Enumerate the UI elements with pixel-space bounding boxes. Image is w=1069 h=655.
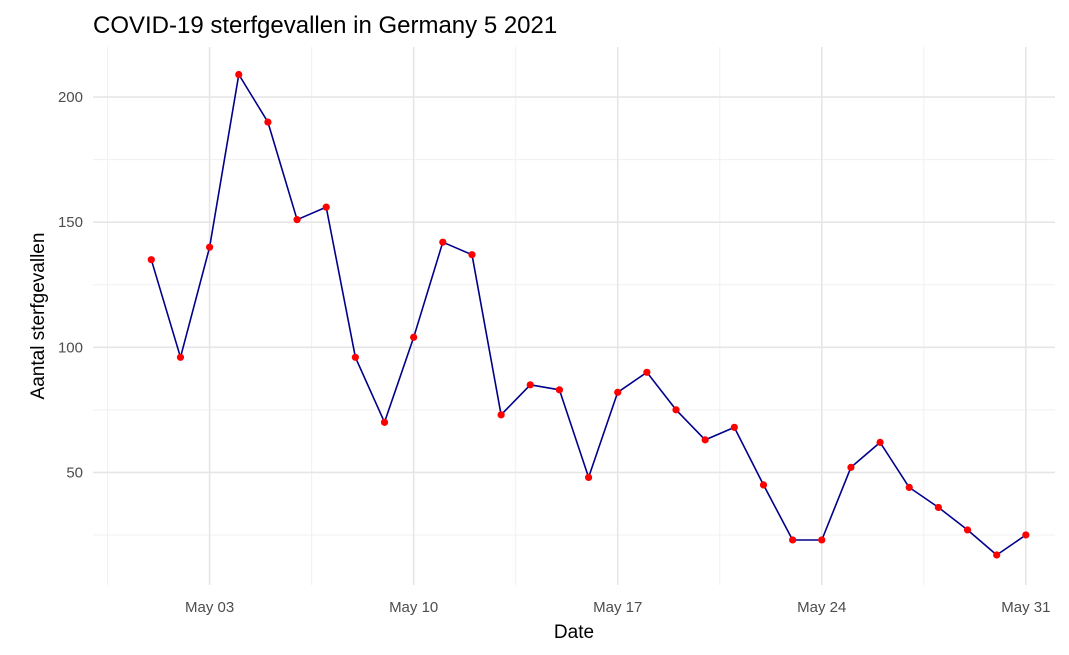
data-point: [847, 463, 855, 471]
series-line: [150, 73, 1027, 556]
data-point: [206, 243, 214, 251]
y-tick-label: 150: [58, 214, 83, 231]
data-point: [526, 381, 534, 389]
data-point: [410, 333, 418, 341]
data-point: [934, 503, 942, 512]
x-axis-title: Date: [554, 622, 594, 643]
data-point: [993, 551, 1001, 559]
y-tick-label: 200: [58, 89, 83, 106]
data-point: [176, 353, 185, 361]
data-point: [614, 388, 622, 396]
data-point: [730, 423, 738, 431]
data-point: [905, 483, 913, 492]
data-point: [351, 353, 359, 361]
x-tick-label: May 31: [1001, 599, 1050, 616]
data-point: [1022, 531, 1030, 539]
x-tick-label: May 10: [389, 599, 438, 616]
data-point: [701, 436, 709, 444]
data-point: [789, 536, 797, 544]
data-point: [380, 418, 389, 426]
data-point: [264, 118, 272, 126]
x-tick-label: May 17: [593, 599, 642, 616]
y-tick-label: 100: [58, 339, 83, 356]
data-point: [497, 411, 505, 419]
y-axis-title: Aantal sterfgevallen: [28, 233, 49, 400]
data-point: [818, 536, 826, 544]
data-point: [293, 216, 301, 224]
chart-title: COVID-19 sterfgevallen in Germany 5 2021: [93, 12, 558, 39]
data-point: [759, 481, 768, 489]
data-point: [468, 251, 476, 259]
data-point: [147, 256, 155, 264]
y-tick-label: 50: [66, 464, 83, 481]
data-point: [322, 203, 330, 211]
data-point: [555, 386, 564, 394]
x-tick-label: May 24: [797, 599, 846, 616]
data-point: [672, 406, 680, 414]
x-tick-label: May 03: [185, 599, 234, 616]
data-point: [643, 368, 651, 376]
data-point: [876, 438, 884, 446]
data-point: [584, 473, 593, 481]
data-point: [235, 70, 243, 79]
data-point: [439, 238, 447, 246]
data-point: [963, 526, 972, 534]
